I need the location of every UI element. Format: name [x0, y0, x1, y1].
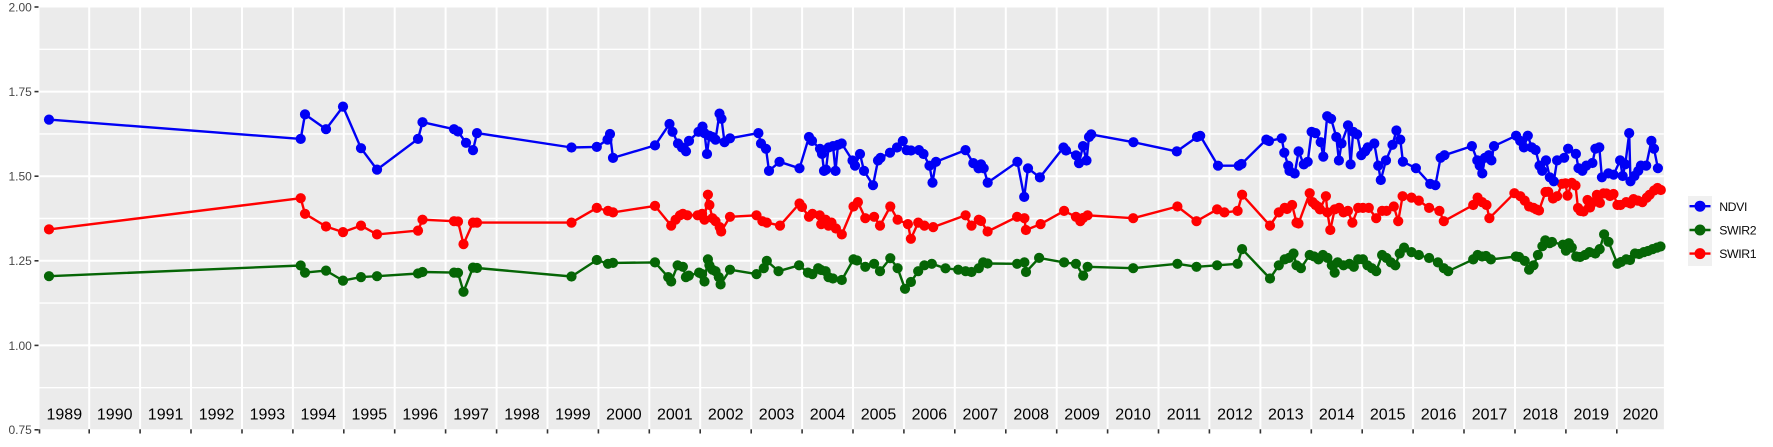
svg-text:0.75: 0.75: [8, 423, 32, 437]
svg-text:2.00: 2.00: [8, 0, 32, 14]
svg-text:1.75: 1.75: [8, 85, 32, 99]
svg-text:1995: 1995: [352, 406, 388, 423]
svg-text:2010: 2010: [1115, 406, 1151, 423]
svg-text:SWIR1: SWIR1: [1719, 247, 1757, 261]
svg-text:2005: 2005: [861, 406, 897, 423]
svg-text:2008: 2008: [1013, 406, 1049, 423]
svg-text:2011: 2011: [1167, 406, 1202, 423]
svg-text:2002: 2002: [708, 406, 744, 423]
svg-text:2000: 2000: [606, 406, 642, 423]
svg-text:1.25: 1.25: [8, 254, 32, 268]
svg-text:2003: 2003: [759, 406, 795, 423]
svg-text:2020: 2020: [1623, 406, 1659, 423]
svg-text:2014: 2014: [1319, 406, 1355, 423]
svg-text:2004: 2004: [810, 406, 846, 423]
svg-text:2018: 2018: [1523, 406, 1559, 423]
svg-text:2012: 2012: [1217, 406, 1253, 423]
svg-text:2016: 2016: [1421, 406, 1457, 423]
svg-text:2001: 2001: [657, 406, 693, 423]
svg-text:2007: 2007: [963, 406, 999, 423]
svg-text:1.50: 1.50: [8, 170, 32, 184]
svg-text:2013: 2013: [1268, 406, 1304, 423]
svg-text:1989: 1989: [47, 406, 83, 423]
svg-text:1996: 1996: [402, 406, 438, 423]
svg-text:1997: 1997: [453, 406, 489, 423]
svg-text:1993: 1993: [250, 406, 286, 423]
svg-text:2017: 2017: [1472, 406, 1508, 423]
svg-text:2006: 2006: [912, 406, 948, 423]
svg-text:1999: 1999: [555, 406, 591, 423]
svg-text:NDVI: NDVI: [1719, 200, 1747, 214]
svg-text:1998: 1998: [504, 406, 540, 423]
svg-text:1991: 1991: [148, 406, 184, 423]
svg-text:1992: 1992: [199, 406, 235, 423]
svg-text:2019: 2019: [1574, 406, 1610, 423]
svg-text:2015: 2015: [1370, 406, 1406, 423]
svg-text:2009: 2009: [1064, 406, 1100, 423]
svg-text:1990: 1990: [97, 406, 133, 423]
svg-text:1994: 1994: [301, 406, 337, 423]
svg-text:1.00: 1.00: [8, 339, 32, 353]
svg-text:SWIR2: SWIR2: [1719, 224, 1757, 238]
